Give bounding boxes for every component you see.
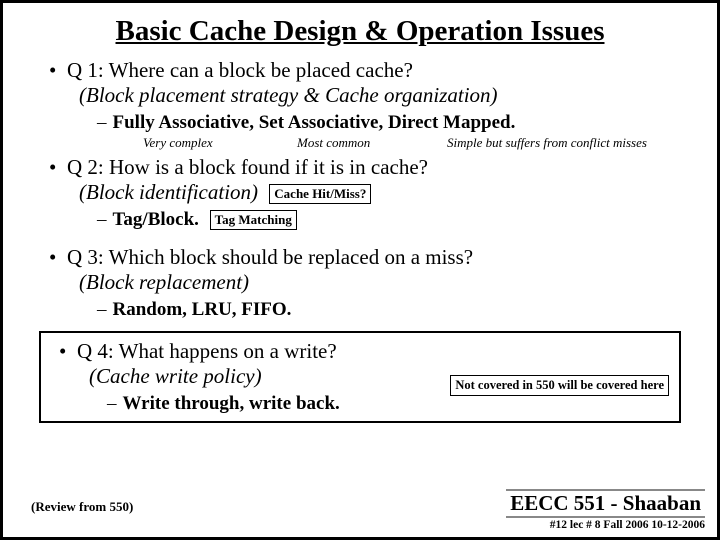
q2-sub-text: Tag/Block. bbox=[113, 209, 199, 230]
bullet-icon: • bbox=[49, 155, 67, 180]
q4-sub: –Write through, write back. bbox=[107, 393, 671, 415]
q2-box-tagmatch: Tag Matching bbox=[210, 210, 297, 230]
q1-annot-2: Most common bbox=[297, 135, 370, 151]
dash-icon: – bbox=[97, 209, 107, 230]
bullet-icon: • bbox=[49, 245, 67, 270]
q1-sub: –Fully Associative, Set Associative, Dir… bbox=[97, 112, 695, 134]
dash-icon: – bbox=[97, 112, 107, 133]
bullet-icon: • bbox=[59, 339, 77, 364]
q1-annot-3: Simple but suffers from conflict misses bbox=[447, 135, 647, 151]
q2-box-hitmiss: Cache Hit/Miss? bbox=[269, 184, 371, 204]
footer-lecture: #12 lec # 8 Fall 2006 10-12-2006 bbox=[506, 519, 705, 531]
slide-title: Basic Cache Design & Operation Issues bbox=[25, 15, 695, 48]
dash-icon: – bbox=[107, 393, 117, 414]
q3-subtitle: (Block replacement) bbox=[79, 270, 695, 295]
q2-sub: –Tag/Block. Tag Matching bbox=[97, 209, 695, 231]
footer-right: EECC 551 - Shaaban #12 lec # 8 Fall 2006… bbox=[506, 489, 705, 531]
q2-subtitle: (Block identification) Cache Hit/Miss? bbox=[79, 180, 695, 205]
q2-text: Q 2: How is a block found if it is in ca… bbox=[67, 155, 428, 179]
q3-sub: –Random, LRU, FIFO. bbox=[97, 299, 695, 321]
bullet-icon: • bbox=[49, 58, 67, 83]
q3-text: Q 3: Which block should be replaced on a… bbox=[67, 245, 473, 269]
q2-row: •Q 2: How is a block found if it is in c… bbox=[49, 155, 695, 180]
q4-sub-text: Write through, write back. bbox=[123, 393, 340, 414]
q4-row: •Q 4: What happens on a write? bbox=[59, 339, 671, 364]
q1-subtitle: (Block placement strategy & Cache organi… bbox=[79, 83, 695, 108]
dash-icon: – bbox=[97, 299, 107, 320]
q3-row: •Q 3: Which block should be replaced on … bbox=[49, 245, 695, 270]
footer-review: (Review from 550) bbox=[31, 499, 133, 515]
q4-box: •Q 4: What happens on a write? (Cache wr… bbox=[39, 331, 681, 423]
q4-text: Q 4: What happens on a write? bbox=[77, 339, 337, 363]
slide: Basic Cache Design & Operation Issues •Q… bbox=[3, 3, 717, 537]
q1-text: Q 1: Where can a block be placed cache? bbox=[67, 58, 413, 82]
q1-annotations: Very complex Most common Simple but suff… bbox=[117, 135, 695, 153]
q4-note: Not covered in 550 will be covered here bbox=[450, 375, 669, 396]
q1-sub-text: Fully Associative, Set Associative, Dire… bbox=[113, 112, 516, 133]
q1-annot-1: Very complex bbox=[143, 135, 213, 151]
q3-sub-text: Random, LRU, FIFO. bbox=[113, 299, 292, 320]
footer-course: EECC 551 - Shaaban bbox=[506, 489, 705, 518]
q1-row: •Q 1: Where can a block be placed cache? bbox=[49, 58, 695, 83]
q2-subtitle-text: (Block identification) bbox=[79, 180, 258, 204]
